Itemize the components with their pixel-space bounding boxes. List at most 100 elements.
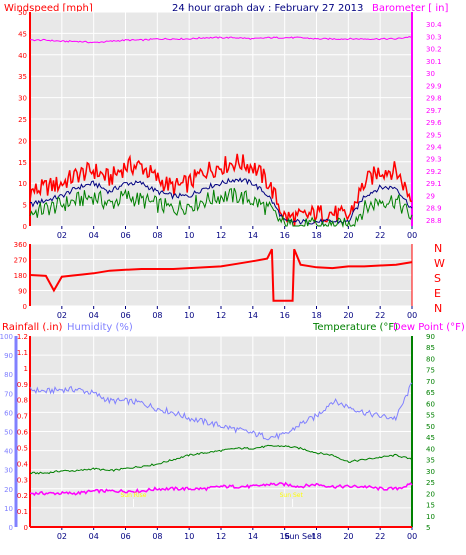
barometer-ytick-label: 29.6: [426, 119, 442, 127]
wind-ytick-label: 45: [18, 30, 27, 38]
direction-xtick-label: 00: [407, 311, 417, 320]
dewpoint-line: [29, 481, 413, 497]
temperature-xtick-label: 10: [184, 532, 194, 541]
direction-ytick-label: 90: [18, 288, 27, 296]
temperature-ytick-label: 80: [426, 355, 435, 363]
wind-xtick-label: 20: [343, 231, 353, 240]
barometer-ytick-label: 29: [426, 192, 435, 200]
wind-direction-line: [29, 248, 413, 302]
rainfall-ytick-label: 0.4: [17, 460, 29, 468]
direction-xtick-label: 22: [375, 311, 385, 320]
humidity-axis-title: Humidity (%): [67, 322, 133, 333]
direction-ytick-label: 0: [23, 303, 27, 311]
humidity-ytick-label: 20: [4, 486, 13, 494]
wind-ytick-label: 30: [18, 95, 27, 103]
windspeed-axis-title: Windspeed [mph]: [4, 3, 93, 14]
temperature-ytick-label: 30: [426, 468, 435, 476]
direction-xtick-label: 10: [184, 311, 194, 320]
wind-ytick-label: 35: [18, 73, 27, 81]
wind-gust-line: [29, 153, 413, 227]
barometer-axis-title: Barometer [ in]: [372, 3, 448, 14]
direction-ytick-label: 360: [14, 241, 27, 249]
compass-direction-label: W: [434, 257, 445, 270]
rainfall-ytick-label: 0: [24, 524, 28, 532]
compass-direction-label: S: [434, 272, 441, 285]
wind-ytick-label: 5: [23, 202, 27, 210]
rainfall-ytick-label: 0.9: [17, 381, 28, 389]
temperature-xtick-label: 20: [343, 532, 353, 541]
humidity-ytick-label: 70: [4, 390, 13, 398]
barometer-ytick-label: 29.9: [426, 82, 442, 90]
humidity-line: [29, 382, 413, 441]
barometer-ytick-label: 29.7: [426, 107, 442, 115]
temperature-xtick-label: 02: [57, 532, 67, 541]
temperature-xtick-label: 06: [121, 532, 131, 541]
rainfall-ytick-label: 0.3: [17, 476, 28, 484]
rainfall-ytick-label: 0.2: [17, 492, 28, 500]
direction-xtick-label: 02: [57, 311, 67, 320]
rainfall-ytick-label: 1: [24, 365, 28, 373]
barometer-line: [29, 35, 413, 44]
wind-xtick-label: 06: [121, 231, 131, 240]
direction-ytick-label: 270: [14, 257, 27, 265]
temperature-ytick-label: 60: [426, 400, 435, 408]
direction-xtick-label: 08: [152, 311, 162, 320]
wind-xtick-label: 00: [407, 231, 417, 240]
direction-xtick-label: 14: [248, 311, 258, 320]
wind-xtick-label: 22: [375, 231, 385, 240]
wind-xtick-label: 10: [184, 231, 194, 240]
direction-ytick-label: 180: [14, 272, 27, 280]
barometer-ytick-label: 30.1: [426, 58, 442, 66]
sunset-xaxis-label: Sun Set: [284, 532, 315, 541]
humidity-ytick-label: 80: [4, 371, 13, 379]
wind-ytick-label: 10: [18, 180, 27, 188]
rainfall-ytick-label: 0.6: [17, 429, 29, 437]
humidity-ytick-label: 0: [9, 524, 13, 532]
temperature-xtick-label: 00: [407, 532, 417, 541]
barometer-ytick-label: 29.1: [426, 180, 442, 188]
wind-xtick-label: 08: [152, 231, 162, 240]
dewpoint-axis-title: Dew Point (°F): [393, 322, 465, 333]
barometer-ytick-label: 29.3: [426, 156, 442, 164]
temperature-xtick-label: 16: [280, 532, 290, 541]
temperature-xtick-label: 08: [152, 532, 162, 541]
direction-xtick-label: 04: [89, 311, 99, 320]
wind-ytick-label: 20: [18, 137, 27, 145]
sunrise-label: Sun Rise: [120, 492, 146, 499]
direction-xtick-label: 16: [280, 311, 290, 320]
temperature-ytick-label: 40: [426, 445, 435, 453]
temperature-xtick-label: 04: [89, 532, 99, 541]
wind-xtick-label: 04: [89, 231, 99, 240]
direction-xtick-label: 06: [121, 311, 131, 320]
rainfall-ytick-label: 0.8: [17, 397, 28, 405]
temperature-ytick-label: 20: [426, 490, 435, 498]
humidity-ytick-label: 40: [4, 448, 13, 456]
wind-xtick-label: 16: [280, 231, 290, 240]
barometer-ytick-label: 29.4: [426, 144, 442, 152]
temperature-xtick-label: 22: [375, 532, 385, 541]
chart-title: 24 hour graph day : February 27 2013: [172, 3, 363, 14]
temperature-ytick-label: 70: [426, 378, 435, 386]
wind-speed-line: [29, 187, 413, 228]
rainfall-ytick-label: 1.2: [17, 333, 28, 341]
temperature-ytick-label: 10: [426, 513, 435, 521]
temperature-ytick-label: 65: [426, 389, 435, 397]
humidity-ytick-label: 30: [4, 467, 13, 475]
wind-xtick-label: 12: [216, 231, 226, 240]
humidity-ytick-label: 100: [0, 333, 13, 341]
barometer-ytick-label: 30: [426, 70, 435, 78]
temperature-ytick-label: 45: [426, 434, 435, 442]
wind-xtick-label: 02: [57, 231, 67, 240]
direction-xtick-label: 12: [216, 311, 226, 320]
barometer-ytick-label: 29.5: [426, 131, 442, 139]
sunset-label: Sun Set: [280, 492, 304, 499]
rainfall-ytick-label: 1.1: [17, 349, 28, 357]
rainfall-axis-title: Rainfall (.in): [2, 322, 63, 333]
barometer-ytick-label: 30.3: [426, 33, 442, 41]
temperature-ytick-label: 85: [426, 344, 435, 352]
direction-xtick-label: 18: [312, 311, 322, 320]
rainfall-ytick-label: 0.5: [17, 444, 28, 452]
temperature-ytick-label: 50: [426, 423, 435, 431]
humidity-ytick-label: 50: [4, 429, 13, 437]
temperature-ytick-label: 15: [426, 502, 435, 510]
